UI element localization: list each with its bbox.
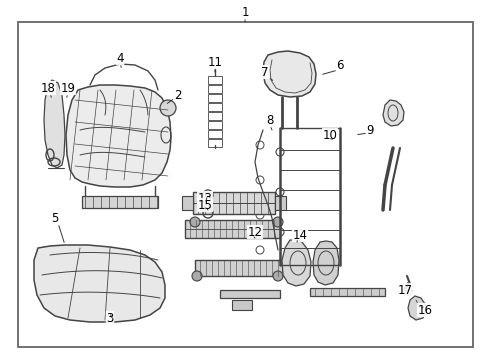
Text: 8: 8 <box>266 113 273 126</box>
Ellipse shape <box>272 271 283 281</box>
Text: 9: 9 <box>366 123 373 136</box>
Text: 19: 19 <box>61 81 75 95</box>
Text: 1: 1 <box>241 5 248 18</box>
Bar <box>274 196 285 210</box>
Text: 3: 3 <box>106 311 113 324</box>
Text: 18: 18 <box>41 81 55 95</box>
Text: 4: 4 <box>116 51 123 64</box>
Bar <box>309 288 384 296</box>
Text: 16: 16 <box>417 303 431 316</box>
Polygon shape <box>407 296 425 320</box>
Bar <box>182 196 193 210</box>
Polygon shape <box>44 80 65 168</box>
Text: 5: 5 <box>51 212 59 225</box>
Text: 6: 6 <box>336 59 343 72</box>
Text: 15: 15 <box>197 198 212 212</box>
Bar <box>231 300 251 310</box>
Polygon shape <box>34 245 164 322</box>
Text: 17: 17 <box>397 284 412 297</box>
Bar <box>193 192 274 214</box>
Text: 13: 13 <box>197 192 212 204</box>
Ellipse shape <box>190 217 200 227</box>
Bar <box>184 220 280 238</box>
Text: 14: 14 <box>292 229 307 242</box>
Bar <box>195 260 283 276</box>
Bar <box>220 290 280 298</box>
Ellipse shape <box>160 100 176 116</box>
Text: 7: 7 <box>261 66 268 78</box>
Polygon shape <box>66 85 171 187</box>
Ellipse shape <box>272 217 283 227</box>
Text: 10: 10 <box>322 129 337 141</box>
Text: 12: 12 <box>247 225 262 239</box>
Polygon shape <box>282 240 310 286</box>
Text: 11: 11 <box>207 55 222 68</box>
Ellipse shape <box>192 271 202 281</box>
Polygon shape <box>263 51 315 97</box>
Text: 2: 2 <box>174 89 182 102</box>
Polygon shape <box>382 100 403 126</box>
Bar <box>82 196 158 208</box>
Polygon shape <box>312 241 338 285</box>
